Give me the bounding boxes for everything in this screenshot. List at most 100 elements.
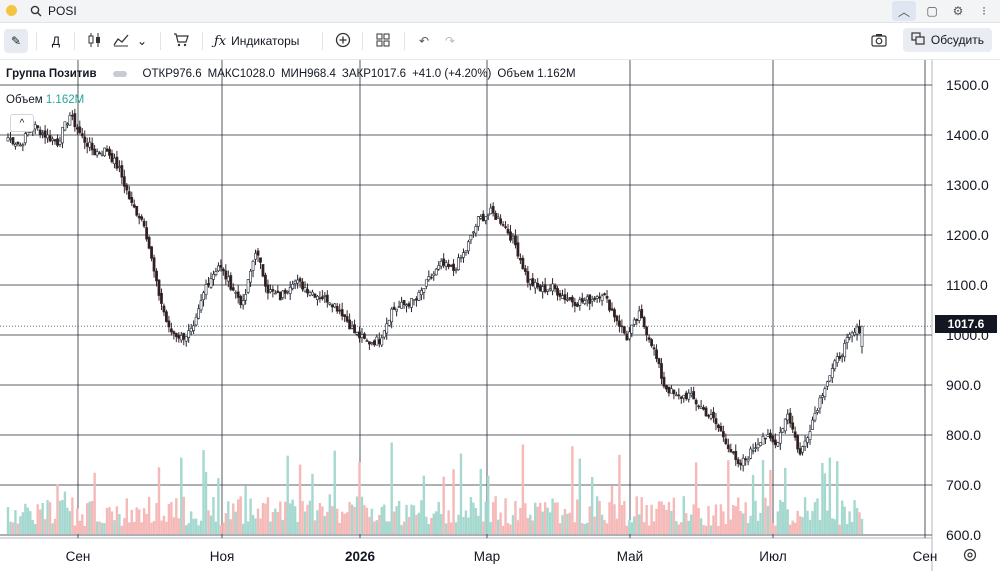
settings-button[interactable]: ⚙ — [948, 1, 968, 21]
candle-body — [343, 314, 347, 317]
candle-body — [117, 166, 121, 168]
candle-body — [219, 265, 223, 268]
candle-body — [640, 309, 644, 319]
collapse-up-button[interactable]: ︿ — [892, 1, 916, 21]
volume-bar — [214, 521, 218, 534]
volume-bar — [348, 501, 351, 534]
visibility-icon[interactable] — [112, 71, 127, 77]
candle-body — [419, 290, 423, 295]
symbol-search-value[interactable]: POSI — [48, 4, 77, 18]
volume-bar — [529, 514, 532, 534]
volume-bar — [14, 510, 17, 534]
layout-button[interactable] — [372, 29, 394, 53]
volume-bar — [26, 507, 30, 534]
volume-bar — [90, 500, 94, 534]
chart-type-dropdown[interactable]: ⌄ — [134, 29, 150, 53]
area-type-button[interactable] — [110, 29, 132, 53]
undo-button[interactable]: ↶ — [414, 29, 434, 53]
candle-body — [239, 295, 243, 305]
compare-button[interactable] — [332, 29, 354, 53]
chart-settings-button[interactable] — [958, 546, 982, 568]
volume-bar — [452, 469, 455, 534]
redo-button[interactable]: ↷ — [440, 29, 460, 53]
candle-body — [593, 297, 597, 300]
trade-button[interactable] — [170, 29, 192, 53]
candle-body — [115, 156, 119, 169]
candle-body — [278, 291, 282, 301]
window-square-button[interactable]: ▢ — [922, 1, 942, 21]
candle-body — [345, 316, 349, 322]
candle-body — [113, 157, 116, 164]
indicators-button[interactable]: ƒx Индикаторы — [214, 29, 314, 53]
collapse-legend-button[interactable]: ^ — [10, 114, 34, 132]
volume-bar — [373, 521, 376, 534]
candle-body — [432, 273, 436, 277]
candle-body — [306, 288, 309, 294]
candle-body — [744, 458, 748, 461]
volume-bar — [843, 506, 846, 534]
candle-body — [543, 284, 547, 293]
candle-body — [825, 381, 829, 387]
volume-bar — [251, 514, 255, 534]
interval-button[interactable]: Д — [51, 34, 61, 48]
symbol-search[interactable]: POSI — [30, 2, 77, 20]
candle-body — [36, 125, 40, 128]
candle-body — [21, 144, 25, 147]
candle-body — [595, 296, 599, 299]
volume-legend-label: Объем — [6, 94, 43, 106]
volume-bar — [734, 506, 737, 534]
candle-body — [110, 152, 114, 163]
candles-type-button[interactable] — [84, 29, 106, 53]
volume-bar — [563, 509, 567, 534]
candle-body — [271, 289, 275, 292]
candle-body — [340, 309, 344, 317]
candle-body — [858, 326, 861, 334]
volume-bars — [6, 442, 864, 534]
candle-body — [764, 437, 767, 440]
volume-bar — [189, 511, 193, 534]
volume-bar — [343, 513, 346, 534]
time-tick-label: Июл — [759, 549, 786, 564]
volume-bar — [491, 502, 495, 534]
symbol-name[interactable]: Группа Позитив — [6, 68, 97, 80]
candle-body — [459, 257, 463, 259]
toolbar-divider — [36, 32, 37, 50]
volume-bar — [860, 518, 864, 534]
candle-body — [41, 132, 45, 135]
candle-body — [499, 218, 502, 224]
volume-bar — [823, 473, 827, 534]
price-chart[interactable]: 1500.01400.01300.01200.01100.01000.0900.… — [0, 60, 1000, 571]
candle-body — [491, 206, 495, 214]
volume-bar — [407, 516, 411, 534]
volume-bar — [635, 496, 638, 534]
candle-body — [776, 442, 780, 447]
candle-body — [23, 133, 27, 144]
candle-body — [273, 292, 277, 295]
snapshot-button[interactable] — [868, 29, 890, 53]
volume-bar — [31, 519, 34, 534]
volume-bar — [588, 506, 591, 534]
volume-bar — [383, 504, 386, 534]
candle-body — [788, 412, 792, 424]
volume-bar — [539, 502, 542, 534]
volume-bar — [546, 507, 549, 534]
candle-body — [197, 308, 201, 319]
volume-bar — [162, 515, 166, 534]
drawing-tool-button[interactable]: ✎ — [4, 29, 28, 53]
volume-bar — [818, 520, 822, 534]
candle-body — [338, 309, 342, 312]
volume-bar — [709, 525, 713, 534]
discuss-button[interactable]: Обсудить — [902, 28, 992, 52]
volume-bar — [420, 500, 423, 534]
more-button[interactable]: ⁝ — [974, 1, 994, 21]
volume-bar — [489, 522, 492, 534]
volume-bar — [484, 501, 487, 534]
candle-body — [204, 284, 208, 295]
volume-bar — [105, 507, 109, 534]
volume-bar — [19, 516, 22, 534]
candle-body — [526, 271, 530, 283]
volume-bar — [296, 521, 299, 534]
volume-value: 1.162M — [537, 68, 576, 80]
candle-body — [726, 444, 730, 450]
candle-body — [509, 231, 512, 241]
